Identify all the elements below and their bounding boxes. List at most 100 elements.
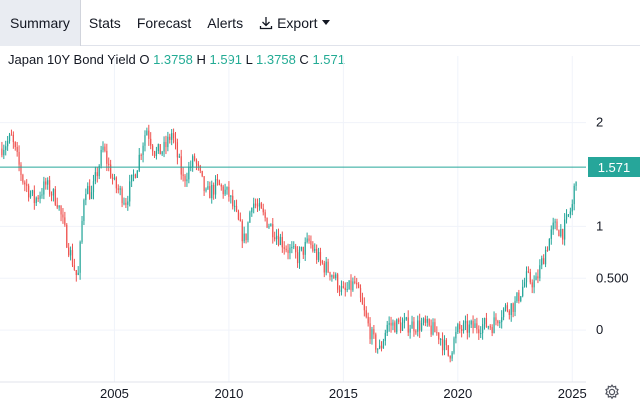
candle-body — [108, 163, 110, 165]
candle-body — [205, 188, 207, 191]
candle-body — [314, 248, 316, 251]
candle-body — [199, 165, 201, 171]
candle-body — [434, 322, 436, 333]
candle-body — [266, 217, 268, 228]
candle-body — [188, 167, 190, 180]
candle-body — [68, 247, 70, 256]
candle-body — [333, 275, 335, 279]
candle-body — [127, 201, 129, 205]
candle-body — [270, 224, 272, 227]
chart-candles — [1, 124, 577, 363]
candle-body — [211, 184, 213, 199]
tab-stats[interactable]: Stats — [81, 0, 129, 46]
candle-body — [359, 288, 362, 298]
y-tick-label: 0.500 — [596, 270, 629, 285]
candle-body — [501, 317, 503, 323]
candle-body — [338, 289, 341, 292]
candle-body — [407, 317, 409, 333]
candle-body — [352, 281, 354, 291]
candle-body — [504, 305, 507, 309]
candle-body — [249, 212, 251, 223]
candle-body — [237, 210, 240, 220]
tab-export[interactable]: Export — [251, 0, 337, 46]
candle-body — [264, 212, 266, 218]
tab-alerts[interactable]: Alerts — [199, 0, 251, 46]
candle-body — [31, 190, 34, 194]
candle-body — [365, 310, 367, 317]
candle-body — [33, 190, 35, 204]
candle-body — [281, 237, 283, 248]
candle-body — [251, 208, 253, 213]
candle-body — [306, 238, 308, 242]
candle-body — [447, 345, 449, 356]
candle-body — [47, 180, 49, 185]
candle-body — [140, 154, 142, 156]
tab-bar: Summary Stats Forecast Alerts Export — [0, 0, 640, 46]
candle-body — [247, 222, 249, 241]
candle-body — [357, 284, 360, 289]
candle-body — [14, 142, 16, 147]
candle-body — [300, 246, 303, 250]
candle-body — [575, 181, 577, 186]
settings-gear-icon[interactable] — [604, 384, 620, 400]
candle-body — [497, 320, 499, 324]
candle-body — [85, 194, 87, 201]
candle-body — [100, 149, 102, 166]
candle-body — [1, 148, 3, 156]
candle-body — [392, 322, 394, 326]
candle-body — [405, 317, 407, 320]
candle-body — [180, 156, 182, 175]
candle-body — [470, 320, 472, 325]
candle-body — [171, 133, 173, 140]
candle-body — [83, 200, 85, 221]
candle-body — [48, 180, 51, 195]
candle-body — [131, 174, 133, 182]
candle-body — [66, 224, 68, 248]
candle-body — [390, 322, 392, 326]
candle-body — [451, 352, 453, 359]
candle-body — [186, 179, 188, 182]
candle-body — [62, 214, 64, 218]
candle-body — [10, 134, 13, 136]
candle-body — [544, 249, 547, 265]
candle-body — [516, 292, 518, 302]
candle-body — [213, 184, 215, 195]
candle-body — [113, 177, 116, 179]
candle-body — [291, 247, 293, 249]
candle-body — [378, 345, 381, 349]
candle-body — [401, 322, 404, 331]
candle-body — [337, 274, 339, 290]
candle-body — [382, 340, 385, 349]
candle-body — [329, 272, 331, 278]
candle-body — [159, 144, 161, 155]
tab-forecast-label: Forecast — [136, 14, 192, 31]
candle-body — [399, 322, 402, 331]
candle-body — [354, 281, 356, 283]
candle-body — [129, 181, 131, 202]
candle-body — [138, 154, 140, 171]
candle-body — [275, 235, 278, 240]
candle-body — [117, 188, 119, 190]
candle-body — [369, 323, 371, 340]
candle-body — [394, 322, 396, 333]
candle-body — [464, 320, 467, 324]
candle-body — [35, 197, 37, 204]
candle-body — [203, 176, 205, 191]
tab-forecast[interactable]: Forecast — [129, 0, 199, 46]
candle-body — [274, 237, 276, 240]
x-tick-label: 2025 — [558, 386, 587, 401]
candle-body — [430, 325, 432, 335]
candle-body — [182, 174, 184, 176]
candle-body — [241, 221, 243, 242]
candle-body — [377, 348, 379, 350]
tab-summary[interactable]: Summary — [0, 0, 81, 46]
candle-body — [92, 181, 95, 193]
candle-body — [298, 249, 301, 264]
candle-body — [296, 252, 299, 264]
candle-body — [558, 230, 560, 237]
x-tick-label: 2020 — [443, 386, 472, 401]
caret-down-icon — [321, 19, 330, 26]
candle-body — [537, 276, 539, 279]
candle-body — [228, 186, 230, 197]
